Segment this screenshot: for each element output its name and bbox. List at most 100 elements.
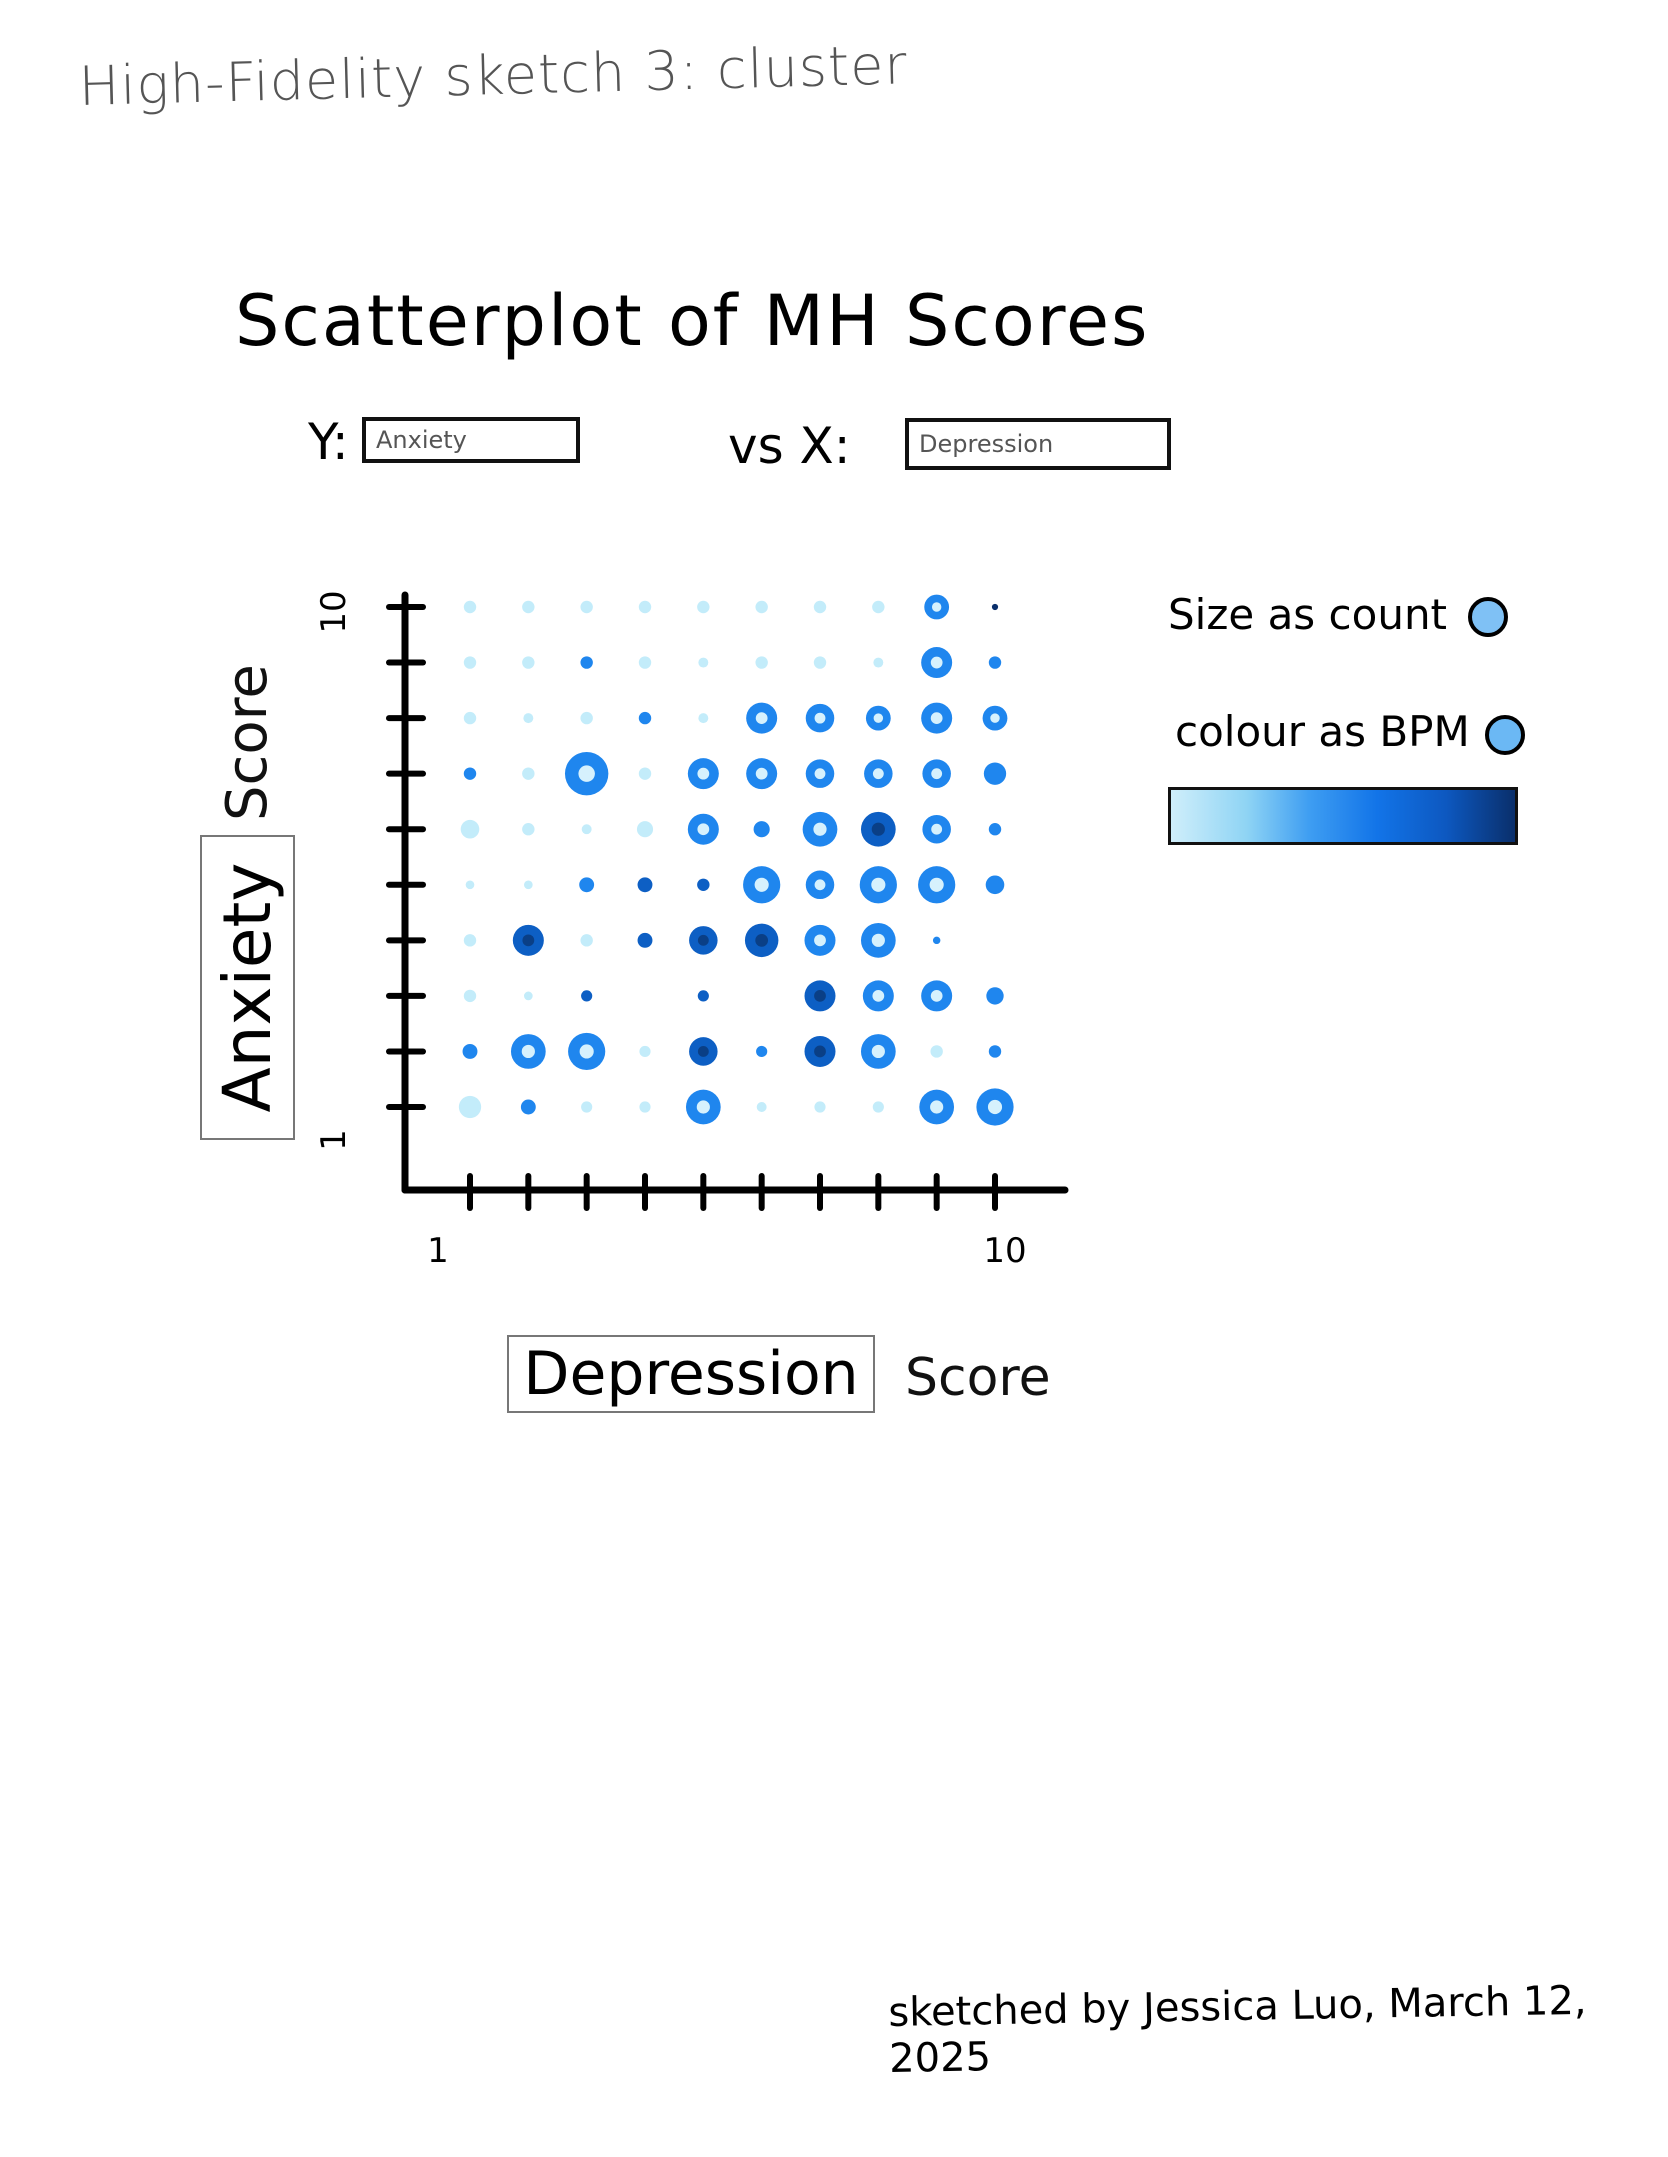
data-point	[580, 711, 593, 725]
data-point	[638, 711, 652, 725]
data-point	[510, 1034, 546, 1069]
data-point	[805, 703, 835, 733]
y-tick-label: 10	[314, 590, 354, 633]
y-axis-title-box: Anxiety	[200, 835, 295, 1140]
x-selector-label: vs X:	[728, 417, 851, 475]
signature: sketched by Jessica Luo, March 12, 2025	[888, 1977, 1587, 2082]
data-point	[522, 656, 535, 669]
data-point	[756, 1102, 767, 1112]
data-point	[753, 821, 770, 838]
data-point	[520, 1099, 536, 1115]
data-point	[638, 600, 652, 614]
data-point	[522, 823, 535, 836]
data-point	[804, 924, 836, 956]
data-point	[744, 923, 779, 958]
data-point	[580, 934, 593, 947]
data-point	[922, 759, 951, 788]
data-point	[976, 1088, 1014, 1126]
data-point	[638, 767, 652, 780]
data-point	[638, 656, 652, 669]
colour-scale-bar	[1168, 787, 1518, 845]
data-point	[813, 656, 827, 669]
data-point	[458, 1095, 482, 1119]
data-point	[523, 991, 533, 1001]
data-point	[865, 705, 891, 731]
data-point	[983, 762, 1007, 785]
data-point	[581, 990, 593, 1002]
data-point	[804, 980, 836, 1012]
data-point	[755, 600, 768, 614]
data-point	[639, 1101, 651, 1113]
data-point	[746, 758, 778, 790]
y-axis-title-group: Anxiety Score	[200, 664, 295, 1140]
x-tick-label: 10	[983, 1231, 1026, 1271]
x-variable-select[interactable]: Depression	[905, 418, 1171, 470]
data-point	[805, 759, 835, 788]
data-point	[924, 594, 950, 620]
data-point	[864, 759, 893, 788]
data-point	[697, 600, 710, 614]
data-point	[463, 600, 477, 614]
data-point	[805, 870, 835, 900]
x-select-value: Depression	[919, 430, 1054, 458]
data-point	[637, 932, 653, 948]
y-variable-select[interactable]: Anxiety	[362, 417, 580, 463]
data-point	[746, 702, 778, 734]
data-point	[872, 600, 885, 614]
y-tick-label: 1	[314, 1129, 354, 1151]
data-point	[639, 1045, 651, 1058]
data-point	[685, 1089, 721, 1125]
data-point	[919, 1089, 955, 1125]
data-point	[636, 821, 654, 838]
data-point	[460, 819, 480, 839]
data-point	[985, 875, 1005, 895]
data-point	[462, 1044, 478, 1059]
data-point	[986, 987, 1004, 1005]
data-point	[988, 1045, 1002, 1058]
chart-title: Scatterplot of MH Scores	[235, 280, 1150, 362]
data-point	[860, 811, 896, 847]
data-point	[813, 600, 827, 614]
data-point	[465, 880, 475, 890]
axes: 1 10 1 10	[314, 590, 1069, 1271]
data-point	[859, 866, 897, 904]
colour-legend-swatch	[1485, 715, 1525, 755]
data-point	[873, 657, 884, 668]
data-point	[463, 989, 477, 1003]
data-point	[463, 656, 477, 669]
data-point	[580, 600, 593, 614]
size-legend-swatch	[1468, 597, 1508, 637]
data-point	[862, 980, 894, 1012]
x-axis-title: Depression	[523, 1339, 859, 1409]
data-point	[698, 713, 709, 724]
data-point	[637, 877, 653, 893]
legend-swatches	[1468, 597, 1525, 755]
data-point	[463, 767, 477, 780]
data-point	[687, 758, 719, 790]
data-point	[697, 990, 709, 1002]
data-point	[743, 866, 781, 904]
data-point	[988, 823, 1002, 836]
data-point	[814, 1101, 826, 1113]
data-point	[512, 924, 544, 956]
y-selector-label: Y:	[308, 413, 349, 471]
data-point	[932, 936, 941, 945]
data-point	[523, 713, 534, 724]
legend-colour-label: colour as BPM	[1175, 707, 1470, 756]
y-axis-title: Anxiety	[209, 862, 286, 1113]
data-point	[689, 926, 718, 955]
data-point	[804, 1035, 836, 1067]
data-point	[689, 1037, 718, 1066]
data-point	[872, 1101, 884, 1113]
data-point	[860, 922, 896, 958]
data-point	[922, 814, 951, 844]
data-point	[988, 656, 1002, 669]
legend-size-text: Size as count	[1168, 590, 1448, 639]
data-point	[522, 600, 535, 614]
data-point	[698, 657, 709, 668]
points-layer	[458, 594, 1014, 1126]
data-point	[564, 751, 609, 796]
data-point	[982, 705, 1008, 731]
data-point	[755, 656, 768, 669]
